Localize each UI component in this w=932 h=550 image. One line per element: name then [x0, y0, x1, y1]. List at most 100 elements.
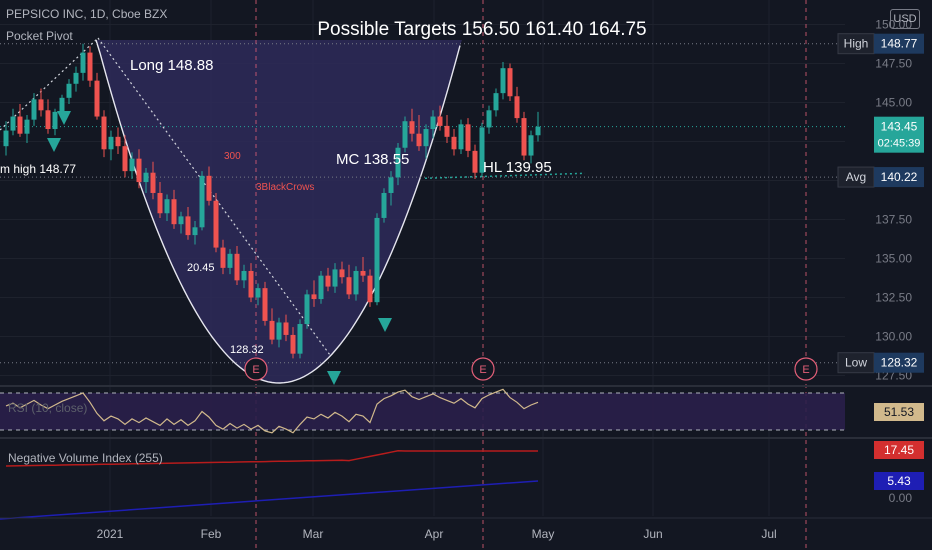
annotation-300: 300 — [224, 151, 241, 162]
candle-body — [360, 270, 366, 276]
candle-body — [444, 125, 450, 137]
avg-price-label-label: Avg — [846, 170, 866, 184]
candle-body — [283, 322, 289, 335]
high-price-label-value-box — [874, 33, 924, 54]
candle-body — [423, 129, 429, 147]
candle-body — [493, 93, 499, 111]
candle-body — [416, 133, 422, 147]
candle-body — [409, 121, 415, 134]
candle-body — [353, 270, 359, 295]
nvi-ema-value: 5.43 — [887, 474, 911, 488]
candle-body — [122, 146, 128, 172]
time-axis-tick: Apr — [425, 527, 444, 541]
candle-body — [514, 96, 520, 119]
pocket-pivot-marker — [47, 138, 61, 152]
candle-body — [206, 175, 212, 201]
rsi-line — [5, 388, 539, 434]
candle-body — [241, 270, 247, 281]
candle-body — [164, 199, 170, 214]
candle-body — [150, 172, 156, 193]
candle-body — [10, 116, 16, 131]
time-axis-tick: 2021 — [97, 527, 124, 541]
candle-body — [325, 275, 331, 287]
candle-body — [178, 216, 184, 225]
candle-body — [185, 216, 191, 236]
candle-body — [346, 277, 352, 295]
candle-body — [227, 253, 233, 268]
time-axis-tick: Jul — [761, 527, 776, 541]
symbol-title: PEPSICO INC, 1D, Cboe BZX — [6, 7, 168, 21]
avg-price-label-value: 140.22 — [881, 170, 918, 184]
nvi-ema-line — [0, 480, 539, 520]
time-axis-tick: Mar — [303, 527, 324, 541]
candle-body — [332, 269, 338, 287]
candle-body — [269, 320, 275, 340]
candle-body — [52, 111, 58, 130]
candle-body — [171, 199, 177, 225]
nvi-value-box — [874, 441, 924, 459]
bar-countdown: 02:45:39 — [878, 138, 921, 150]
price-axis-tick: 147.50 — [875, 57, 912, 71]
earnings-letter: E — [479, 364, 486, 376]
earnings-marker — [471, 357, 495, 381]
high-price-label: High 148.77 — [837, 33, 924, 55]
earnings-marker — [794, 357, 818, 381]
candle-body — [38, 99, 44, 111]
avg-price-label: Avg 140.22 — [837, 166, 924, 188]
last-price-box — [874, 116, 924, 153]
candle-body — [31, 99, 37, 120]
candle-body — [108, 136, 114, 150]
annotation-20-45: 20.45 — [187, 262, 215, 274]
nvi-title: Negative Volume Index (255) — [8, 451, 163, 465]
time-axis-tick: Jun — [643, 527, 662, 541]
candle-body — [59, 97, 65, 112]
high-price-label-value: 148.77 — [881, 37, 918, 51]
price-axis-tick: 135.00 — [875, 252, 912, 266]
currency-badge[interactable]: USD — [890, 9, 920, 29]
avg-price-label-value-box — [874, 167, 924, 188]
candle-body — [528, 135, 534, 156]
candle-body — [367, 275, 373, 303]
rsi-value-box — [874, 403, 924, 421]
candle-body — [465, 124, 471, 151]
cup-curve — [95, 39, 461, 384]
price-axis-tick: 130.00 — [875, 330, 912, 344]
candle-body — [430, 116, 436, 130]
candle-body — [129, 158, 135, 172]
annotation-targets: Possible Targets 156.50 161.40 164.75 — [317, 19, 646, 40]
nvi-line — [5, 450, 538, 467]
candle-body — [192, 227, 198, 236]
candle-body — [73, 72, 79, 84]
annotation-128-32: 128.32 — [230, 344, 264, 356]
pocket-pivot-marker — [327, 371, 341, 385]
candle-body — [248, 270, 254, 298]
annotation-3blackcrows: 3BlackCrows — [256, 182, 314, 193]
candle-body — [17, 116, 23, 134]
time-axis-tick: Feb — [201, 527, 222, 541]
candle-body — [500, 68, 506, 94]
candle-body — [262, 288, 268, 321]
nvi-axis-tick: 0.00 — [889, 491, 913, 505]
trend-line — [97, 37, 331, 356]
candle-body — [297, 324, 303, 354]
candle-body — [3, 130, 9, 147]
candle-body — [311, 294, 317, 300]
last-price-value: 143.45 — [881, 120, 918, 134]
candle-body — [213, 200, 219, 248]
candle-body — [395, 147, 401, 178]
candle-body — [374, 217, 380, 303]
candle-body — [220, 247, 226, 268]
earnings-letter: E — [802, 364, 809, 376]
candle-body — [66, 83, 72, 98]
rsi-band — [0, 393, 845, 430]
candle-body — [234, 253, 240, 281]
candle-body — [143, 172, 149, 183]
low-price-label-value: 128.32 — [881, 356, 918, 370]
candle-body — [136, 158, 142, 183]
candle-body — [24, 119, 30, 134]
candle-body — [507, 68, 513, 97]
nvi-ema-value-box — [874, 472, 924, 490]
candle-body — [101, 116, 107, 150]
candle-body — [402, 121, 408, 148]
